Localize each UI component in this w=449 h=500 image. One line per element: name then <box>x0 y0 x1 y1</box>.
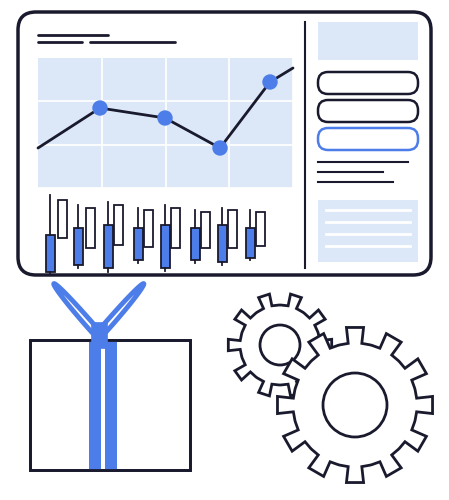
Bar <box>104 225 113 268</box>
Bar <box>30 340 190 470</box>
Bar <box>246 228 255 258</box>
Bar <box>30 340 190 470</box>
FancyBboxPatch shape <box>318 100 418 122</box>
Polygon shape <box>228 294 332 396</box>
Bar <box>105 340 117 470</box>
Bar <box>171 208 180 248</box>
Circle shape <box>213 141 227 155</box>
Circle shape <box>158 111 172 125</box>
Polygon shape <box>277 328 432 482</box>
Bar <box>318 200 418 262</box>
FancyBboxPatch shape <box>318 72 418 94</box>
FancyBboxPatch shape <box>318 128 418 150</box>
Bar <box>318 22 418 60</box>
Bar <box>89 340 101 470</box>
Bar <box>217 225 226 262</box>
Circle shape <box>93 101 107 115</box>
Bar <box>144 210 153 247</box>
Bar <box>114 205 123 245</box>
Bar <box>228 210 237 248</box>
Bar <box>133 228 142 260</box>
Bar <box>57 200 66 238</box>
Circle shape <box>260 325 300 365</box>
Bar <box>201 212 210 248</box>
Bar <box>160 225 170 268</box>
Bar <box>45 235 54 272</box>
Bar <box>255 212 264 246</box>
Bar <box>38 58 293 188</box>
Circle shape <box>263 75 277 89</box>
Circle shape <box>323 373 387 437</box>
Bar <box>74 228 83 265</box>
Bar <box>190 228 199 260</box>
Bar <box>85 208 94 248</box>
FancyBboxPatch shape <box>18 12 431 275</box>
